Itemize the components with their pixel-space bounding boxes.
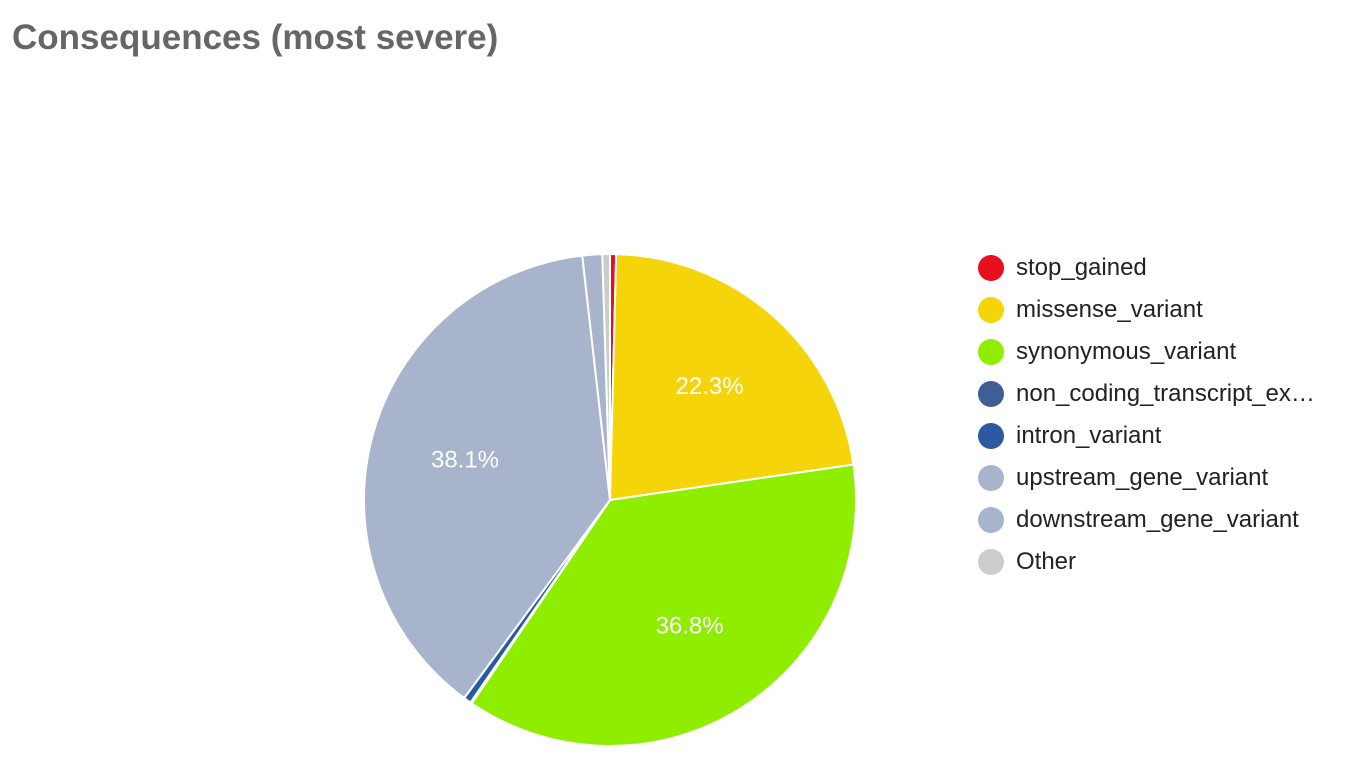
legend-item-synonymous-variant[interactable]: synonymous_variant bbox=[978, 331, 1350, 373]
chart-legend: stop_gained missense_variant synonymous_… bbox=[978, 247, 1350, 583]
pie-slice-other[interactable] bbox=[601, 252, 611, 501]
chart-title: Consequences (most severe) bbox=[12, 18, 499, 57]
legend-item-other[interactable]: Other bbox=[978, 541, 1350, 583]
legend-label: upstream_gene_variant bbox=[1016, 464, 1269, 491]
legend-label: non_coding_transcript_ex… bbox=[1016, 380, 1315, 407]
legend-item-downstream-gene-variant[interactable]: downstream_gene_variant bbox=[978, 499, 1350, 541]
legend-label: Other bbox=[1016, 548, 1077, 575]
legend-swatch-icon bbox=[978, 339, 1004, 365]
legend-swatch-icon bbox=[978, 423, 1004, 449]
slice-label-synonymous-variant: 36.8% bbox=[656, 613, 724, 640]
legend-label: missense_variant bbox=[1016, 296, 1203, 323]
legend-item-non-coding-transcript-exon-variant[interactable]: non_coding_transcript_ex… bbox=[978, 373, 1350, 415]
legend-item-stop-gained[interactable]: stop_gained bbox=[978, 247, 1350, 289]
legend-label: intron_variant bbox=[1016, 422, 1162, 449]
legend-item-upstream-gene-variant[interactable]: upstream_gene_variant bbox=[978, 457, 1350, 499]
legend-swatch-icon bbox=[978, 297, 1004, 323]
legend-label: downstream_gene_variant bbox=[1016, 506, 1299, 533]
legend-swatch-icon bbox=[978, 255, 1004, 281]
legend-label: stop_gained bbox=[1016, 254, 1147, 281]
legend-label: synonymous_variant bbox=[1016, 338, 1237, 365]
pie-slice-synonymous-variant[interactable] bbox=[470, 463, 857, 747]
legend-swatch-icon bbox=[978, 549, 1004, 575]
legend-swatch-icon bbox=[978, 507, 1004, 533]
pie-slice-missense-variant[interactable] bbox=[608, 253, 855, 502]
legend-swatch-icon bbox=[978, 381, 1004, 407]
legend-item-missense-variant[interactable]: missense_variant bbox=[978, 289, 1350, 331]
slice-label-missense-variant: 22.3% bbox=[676, 373, 744, 400]
legend-swatch-icon bbox=[978, 465, 1004, 491]
legend-item-intron-variant[interactable]: intron_variant bbox=[978, 415, 1350, 457]
pie-slice-upstream-gene-variant[interactable] bbox=[363, 254, 612, 700]
slice-label-upstream-gene-variant: 38.1% bbox=[431, 447, 499, 474]
